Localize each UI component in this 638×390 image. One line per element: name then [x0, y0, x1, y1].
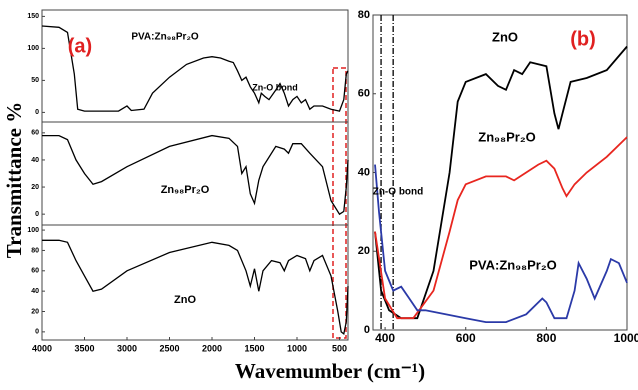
series-line — [41, 25, 349, 112]
series-label: PVA:Zn₉₈Pr₂O — [131, 32, 199, 43]
y-tick-label: 0 — [35, 109, 39, 116]
series-label: Zn₉₈Pr₂O — [478, 129, 535, 144]
y-tick-label: 60 — [31, 268, 39, 275]
x-tick-label: 3500 — [74, 343, 94, 353]
y-tick-label: 40 — [31, 288, 39, 295]
x-tick-label: 3000 — [117, 343, 137, 353]
y-tick-label: 80 — [358, 9, 370, 21]
y-tick-label: 50 — [31, 77, 39, 84]
x-tick-label: 4000 — [32, 343, 52, 353]
x-tick-label: 1000 — [614, 331, 638, 345]
series-line — [42, 239, 349, 336]
y-tick-label: 150 — [27, 13, 39, 20]
annotation: (a) — [68, 35, 92, 57]
series-label: ZnO — [174, 294, 196, 306]
y-tick-label: 40 — [358, 166, 370, 178]
plot-frame — [41, 9, 349, 123]
y-tick-label: 0 — [35, 329, 39, 336]
series-line — [374, 164, 628, 323]
y-axis-label: Transmittance % — [2, 102, 26, 259]
y-tick-label: 20 — [31, 184, 39, 191]
series-line — [374, 45, 628, 320]
x-tick-label: 2500 — [159, 343, 179, 353]
x-tick-label: 400 — [375, 331, 395, 345]
y-tick-label: 40 — [31, 157, 39, 164]
y-tick-label: 100 — [27, 45, 39, 52]
x-tick-label: 500 — [332, 343, 347, 353]
x-tick-label: 1000 — [287, 343, 307, 353]
plot-frame — [41, 224, 349, 341]
annotation: (b) — [570, 28, 596, 50]
series-label: ZnO — [492, 29, 518, 44]
annotation: Zn-O bond — [252, 82, 297, 92]
series-label: Zn₉₈Pr₂O — [161, 184, 210, 196]
x-tick-label: 2000 — [202, 343, 222, 353]
y-tick-label: 60 — [31, 130, 39, 137]
x-tick-label: 1500 — [244, 343, 264, 353]
y-tick-label: 20 — [31, 308, 39, 315]
x-axis-label: Wavemumber (cm⁻¹) — [235, 359, 425, 383]
y-tick-label: 20 — [358, 245, 370, 257]
series-line — [374, 136, 628, 320]
y-tick-label: 0 — [35, 211, 39, 218]
annotation: Zn-O bond — [373, 187, 424, 198]
y-tick-label: 0 — [364, 324, 370, 336]
y-tick-label: 80 — [31, 247, 39, 254]
y-tick-label: 60 — [358, 88, 370, 100]
x-tick-label: 800 — [536, 331, 556, 345]
series-label: PVA:Zn₉₈Pr₂O — [469, 257, 557, 272]
x-tick-label: 600 — [456, 331, 476, 345]
y-tick-label: 100 — [27, 227, 39, 234]
series-line — [42, 134, 349, 216]
plot-frame — [41, 121, 349, 226]
